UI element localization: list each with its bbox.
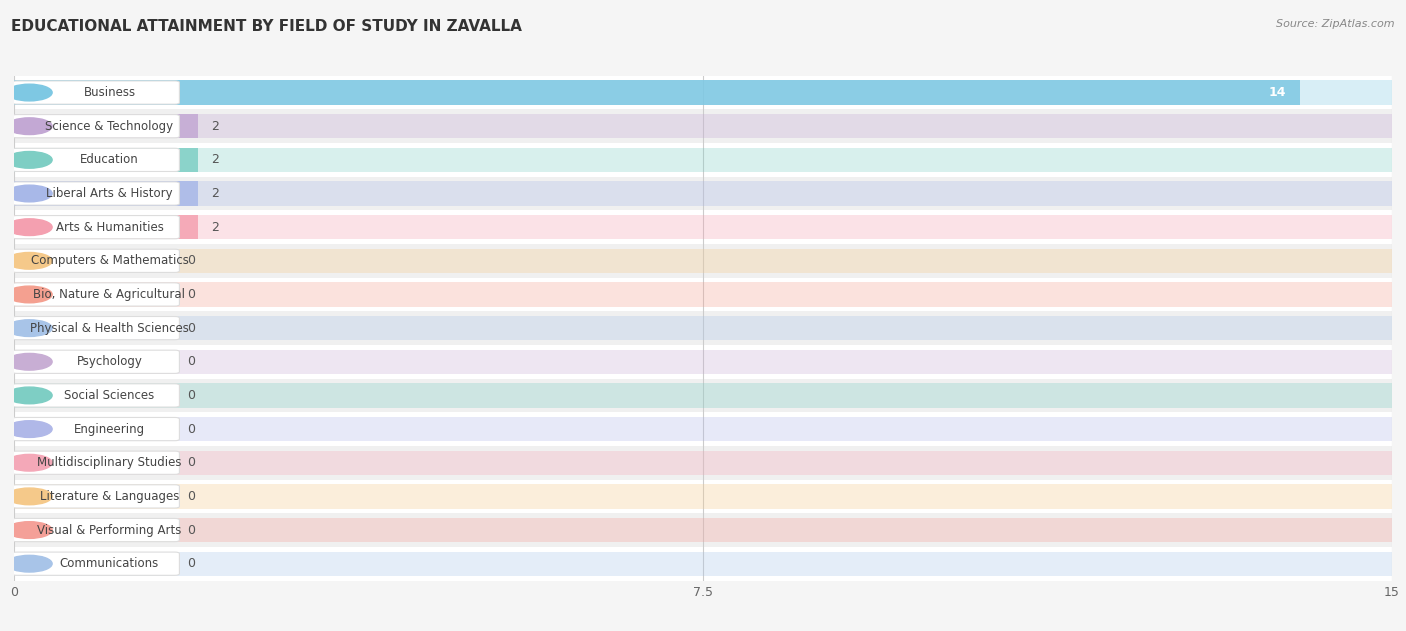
Circle shape <box>7 185 52 202</box>
Bar <box>14 316 1392 340</box>
Text: 2: 2 <box>211 120 219 133</box>
FancyBboxPatch shape <box>13 317 180 339</box>
FancyBboxPatch shape <box>13 283 180 306</box>
Text: Social Sciences: Social Sciences <box>65 389 155 402</box>
FancyBboxPatch shape <box>13 81 180 104</box>
Text: Education: Education <box>80 153 139 167</box>
Circle shape <box>7 252 52 269</box>
Bar <box>14 417 1392 441</box>
FancyBboxPatch shape <box>13 552 180 575</box>
Bar <box>14 181 1392 206</box>
Text: 14: 14 <box>1268 86 1286 99</box>
Bar <box>14 215 198 239</box>
Bar <box>14 249 1392 273</box>
Text: Psychology: Psychology <box>76 355 142 369</box>
Bar <box>14 181 198 206</box>
Bar <box>14 114 198 138</box>
Text: Bio, Nature & Agricultural: Bio, Nature & Agricultural <box>34 288 186 301</box>
Text: 2: 2 <box>211 187 219 200</box>
Bar <box>14 513 1392 547</box>
Text: Source: ZipAtlas.com: Source: ZipAtlas.com <box>1277 19 1395 29</box>
Text: 2: 2 <box>211 221 219 233</box>
Text: 0: 0 <box>187 423 195 435</box>
FancyBboxPatch shape <box>13 216 180 239</box>
Bar <box>14 148 198 172</box>
Text: Science & Technology: Science & Technology <box>45 120 173 133</box>
Circle shape <box>7 320 52 336</box>
Bar <box>14 109 1392 143</box>
Text: 2: 2 <box>211 153 219 167</box>
Bar <box>14 215 1392 239</box>
Circle shape <box>7 219 52 235</box>
FancyBboxPatch shape <box>13 418 180 440</box>
Text: Computers & Mathematics: Computers & Mathematics <box>31 254 188 268</box>
Text: Physical & Health Sciences: Physical & Health Sciences <box>30 322 188 334</box>
FancyBboxPatch shape <box>13 519 180 541</box>
Circle shape <box>7 286 52 303</box>
FancyBboxPatch shape <box>13 115 180 138</box>
Bar <box>14 412 1392 446</box>
Bar <box>14 76 1392 109</box>
Bar <box>14 484 1392 509</box>
Bar <box>14 547 1392 581</box>
Text: 0: 0 <box>187 254 195 268</box>
FancyBboxPatch shape <box>13 148 180 172</box>
Bar <box>14 278 1392 311</box>
Text: 0: 0 <box>187 288 195 301</box>
Text: 0: 0 <box>187 322 195 334</box>
Text: 0: 0 <box>187 456 195 469</box>
Text: EDUCATIONAL ATTAINMENT BY FIELD OF STUDY IN ZAVALLA: EDUCATIONAL ATTAINMENT BY FIELD OF STUDY… <box>11 19 522 34</box>
Bar <box>14 80 1301 105</box>
Text: Business: Business <box>83 86 135 99</box>
Bar <box>14 177 1392 210</box>
Text: 0: 0 <box>187 524 195 536</box>
Text: 0: 0 <box>187 557 195 570</box>
FancyBboxPatch shape <box>13 451 180 475</box>
Bar <box>14 446 1392 480</box>
Bar <box>14 80 1392 105</box>
FancyBboxPatch shape <box>13 485 180 508</box>
Text: Communications: Communications <box>60 557 159 570</box>
Bar <box>14 383 1392 408</box>
Text: Visual & Performing Arts: Visual & Performing Arts <box>38 524 181 536</box>
Text: Engineering: Engineering <box>75 423 145 435</box>
Circle shape <box>7 421 52 437</box>
Bar <box>14 114 1392 138</box>
Bar <box>14 480 1392 513</box>
Bar <box>14 282 1392 307</box>
FancyBboxPatch shape <box>13 249 180 273</box>
Text: Multidisciplinary Studies: Multidisciplinary Studies <box>37 456 181 469</box>
Bar <box>14 345 1392 379</box>
Bar <box>14 148 1392 172</box>
Bar <box>14 551 1392 576</box>
Circle shape <box>7 555 52 572</box>
Circle shape <box>7 118 52 134</box>
FancyBboxPatch shape <box>13 182 180 205</box>
FancyBboxPatch shape <box>13 350 180 374</box>
Circle shape <box>7 454 52 471</box>
Bar <box>14 311 1392 345</box>
Bar <box>14 379 1392 412</box>
Text: Literature & Languages: Literature & Languages <box>39 490 179 503</box>
Text: Liberal Arts & History: Liberal Arts & History <box>46 187 173 200</box>
Bar <box>14 350 1392 374</box>
Text: 0: 0 <box>187 389 195 402</box>
Circle shape <box>7 353 52 370</box>
Circle shape <box>7 151 52 168</box>
Circle shape <box>7 488 52 505</box>
FancyBboxPatch shape <box>13 384 180 407</box>
Text: 0: 0 <box>187 355 195 369</box>
Bar <box>14 143 1392 177</box>
Circle shape <box>7 84 52 101</box>
Text: Arts & Humanities: Arts & Humanities <box>56 221 163 233</box>
Circle shape <box>7 387 52 404</box>
Bar <box>14 210 1392 244</box>
Bar <box>14 518 1392 542</box>
Circle shape <box>7 522 52 538</box>
Bar <box>14 451 1392 475</box>
Text: 0: 0 <box>187 490 195 503</box>
Bar <box>14 244 1392 278</box>
